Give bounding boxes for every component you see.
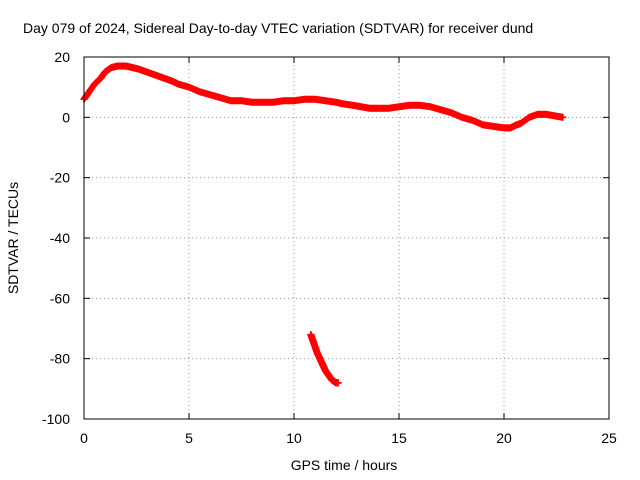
- y-tick-label: 0: [62, 109, 70, 125]
- y-tick-label: -100: [42, 411, 70, 427]
- y-tick-label: 20: [54, 49, 70, 65]
- data-point: [559, 113, 567, 121]
- y-axis-ticks: -100 -80 -60 -40 -20 0 20: [42, 49, 609, 427]
- y-tick-label: -20: [50, 170, 70, 186]
- y-tick-label: -60: [50, 290, 70, 306]
- data-point: [334, 379, 342, 387]
- y-axis-label: SDTVAR / TECUs: [5, 182, 21, 294]
- data-marks: [80, 62, 567, 387]
- series-outlier-segment: [307, 331, 342, 387]
- x-tick-label: 25: [601, 430, 617, 446]
- x-tick-label: 20: [496, 430, 512, 446]
- x-axis-ticks: 0 5 10 15 20 25: [80, 57, 617, 446]
- x-tick-label: 15: [391, 430, 407, 446]
- y-tick-label: -80: [50, 351, 70, 367]
- plot-frame: [83, 56, 610, 420]
- x-tick-label: 0: [80, 430, 88, 446]
- chart-title: Day 079 of 2024, Sidereal Day-to-day VTE…: [23, 20, 533, 36]
- series-main-track: [80, 62, 567, 132]
- grid: [84, 57, 609, 419]
- x-tick-label: 5: [185, 430, 193, 446]
- x-tick-label: 10: [286, 430, 302, 446]
- y-tick-label: -40: [50, 230, 70, 246]
- x-axis-label: GPS time / hours: [291, 457, 398, 473]
